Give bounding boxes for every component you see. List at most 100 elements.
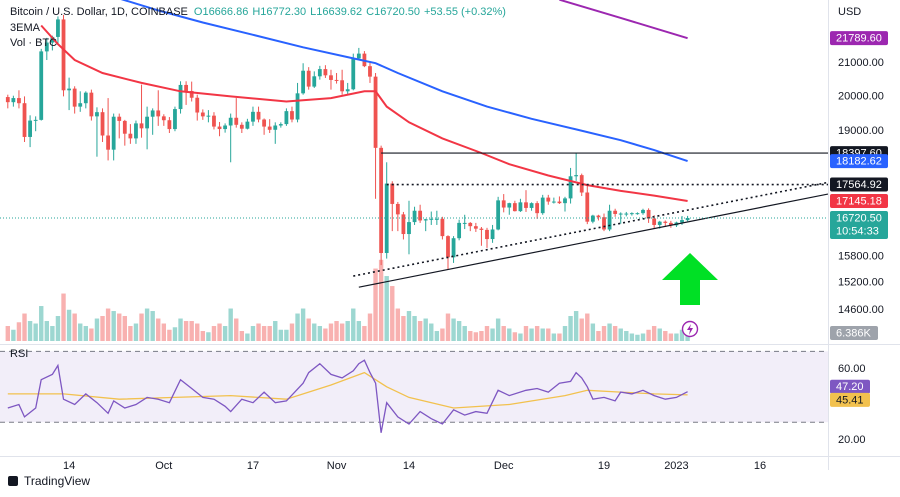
candle-body xyxy=(206,115,211,117)
volume-bar xyxy=(50,326,55,341)
candle-body xyxy=(680,220,684,223)
volume-bar xyxy=(133,323,139,341)
candle-body xyxy=(267,126,272,130)
header: Bitcoin / U.S. Dollar, 1D, COINBASE O1666… xyxy=(10,6,506,49)
candle-body xyxy=(468,222,473,227)
low: L16639.62 xyxy=(310,6,362,18)
candle-body xyxy=(512,203,517,212)
volume-bar xyxy=(518,333,523,341)
candle-body xyxy=(323,69,328,76)
x-tick-label: 2023 xyxy=(664,460,688,472)
volume-bar xyxy=(540,328,545,341)
volume-label: Vol · BTC xyxy=(10,37,57,49)
volume-bar xyxy=(144,308,150,341)
candle-body xyxy=(685,217,690,221)
candle-body xyxy=(490,229,495,240)
rsi-value-box xyxy=(830,392,870,407)
candle-body xyxy=(429,218,434,220)
candle-body xyxy=(306,70,311,87)
candle-body xyxy=(529,203,534,208)
y-tick-label: 15200.00 xyxy=(838,277,884,289)
candle-body xyxy=(95,112,99,117)
volume-bar xyxy=(245,333,250,341)
volume-bar xyxy=(557,333,562,341)
candle-body xyxy=(613,210,618,214)
rsi-value-box xyxy=(830,379,870,394)
close: C16720.50 xyxy=(366,6,420,18)
price-label: 17145.18 xyxy=(836,195,882,207)
volume-bar xyxy=(234,318,239,341)
volume-bar xyxy=(406,311,412,341)
volume-bar xyxy=(590,323,596,341)
candle-body xyxy=(563,198,567,204)
candle-body xyxy=(134,123,138,139)
candle-body xyxy=(11,98,16,103)
volume-bar xyxy=(546,328,551,341)
volume-bar xyxy=(206,332,211,341)
volume-bar xyxy=(139,313,144,341)
candle-body xyxy=(540,197,545,214)
price-label: 18182.62 xyxy=(836,155,882,167)
price-label: 21789.60 xyxy=(836,33,882,45)
volume-bar xyxy=(261,326,267,341)
candle-body xyxy=(568,176,573,199)
candle-body xyxy=(574,175,579,177)
candle-body xyxy=(251,111,255,122)
candle-body xyxy=(245,121,250,129)
volume-bar xyxy=(529,328,534,341)
volume-bar xyxy=(624,331,629,341)
x-tick-label: 14 xyxy=(403,460,415,472)
candle-body xyxy=(100,112,105,136)
lightning-icon xyxy=(681,320,699,338)
candle-body xyxy=(641,209,645,214)
volume-bar xyxy=(451,318,456,341)
volume-bar xyxy=(117,313,122,341)
candle-body xyxy=(295,93,300,120)
brand: TradingView xyxy=(24,474,90,488)
volume-bar xyxy=(629,333,635,341)
logo: TradingView xyxy=(8,474,90,488)
candle-body xyxy=(89,92,94,117)
volume-bar xyxy=(501,326,506,341)
volume-bar xyxy=(390,286,395,341)
candle-body xyxy=(440,218,445,237)
candle-body xyxy=(301,70,306,94)
candle-body xyxy=(345,89,350,92)
candle-body xyxy=(212,115,216,127)
candle-body xyxy=(173,109,177,130)
candle-body xyxy=(50,36,55,43)
candle-body xyxy=(44,42,49,52)
candle-body xyxy=(535,203,540,214)
volume-bar xyxy=(585,313,590,341)
candle-body xyxy=(39,51,44,120)
candle-body xyxy=(145,116,150,129)
volume-bar xyxy=(189,321,194,341)
volume-bar xyxy=(395,308,401,341)
candle-body xyxy=(106,135,110,150)
candle-body xyxy=(28,120,32,137)
y-tick-label: 21000.00 xyxy=(838,57,884,69)
candle-body xyxy=(384,183,389,254)
candle-body xyxy=(139,123,144,129)
candle-body xyxy=(33,119,38,121)
candle-body xyxy=(111,116,116,150)
candle-body xyxy=(585,192,590,222)
volume-bar xyxy=(373,268,378,341)
candle-body xyxy=(312,76,317,87)
volume-bar xyxy=(228,308,233,341)
candle-body xyxy=(228,117,233,126)
volume-bar xyxy=(663,331,668,341)
volume-bar xyxy=(579,318,584,341)
candle-body xyxy=(507,203,512,208)
volume-bar xyxy=(317,326,323,341)
candle-body xyxy=(618,213,623,215)
volume-bar xyxy=(523,326,529,341)
price-label-box xyxy=(830,154,888,169)
candle-body xyxy=(629,213,634,215)
high: H16772.30 xyxy=(252,6,306,18)
volume-bar xyxy=(473,332,479,341)
symbol: Bitcoin / U.S. Dollar, 1D, COINBASE O1666… xyxy=(10,6,506,18)
candle-body xyxy=(200,112,205,117)
volume-bar xyxy=(211,326,217,341)
candle-body xyxy=(329,75,333,80)
